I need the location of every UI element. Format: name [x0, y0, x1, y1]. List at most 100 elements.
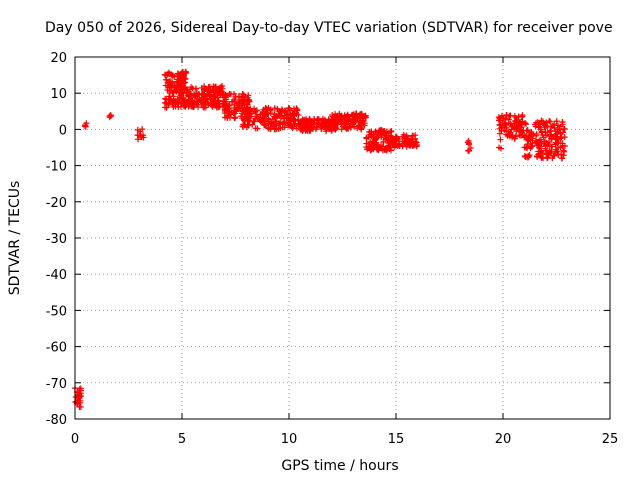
data-point: [561, 134, 568, 141]
data-point: [495, 114, 502, 121]
data-point: [285, 122, 292, 129]
data-point: [332, 111, 339, 118]
data-point: [275, 108, 282, 115]
data-point: [557, 123, 564, 130]
data-point: [543, 123, 550, 130]
data-point: [169, 72, 176, 79]
data-point: [511, 113, 518, 120]
y-tick-label: -10: [46, 160, 67, 175]
data-point: [528, 128, 535, 135]
data-point: [162, 82, 169, 89]
y-tick-label: -50: [46, 304, 67, 319]
data-point: [343, 125, 350, 132]
data-point: [393, 137, 400, 144]
data-point: [546, 147, 553, 154]
data-point: [538, 128, 545, 135]
data-point: [306, 117, 313, 124]
data-point: [292, 117, 299, 124]
data-point: [256, 116, 263, 123]
data-point: [385, 130, 392, 137]
data-point: [543, 142, 550, 149]
data-points: [72, 68, 569, 410]
data-point: [516, 132, 523, 139]
data-point: [523, 121, 530, 128]
data-point: [554, 136, 561, 143]
x-tick-label: 5: [178, 432, 186, 447]
data-point: [188, 94, 195, 101]
data-point: [365, 134, 372, 141]
data-point: [344, 117, 351, 124]
data-point: [357, 113, 364, 120]
data-point: [466, 147, 473, 154]
data-point: [167, 96, 174, 103]
data-point: [326, 117, 333, 124]
data-point: [537, 136, 544, 143]
data-point: [497, 136, 504, 143]
data-point: [140, 134, 147, 141]
y-axis-label: SDTVAR / TECUs: [7, 181, 23, 296]
x-tick-label: 25: [602, 432, 619, 447]
data-point: [229, 98, 236, 105]
data-point: [559, 119, 566, 126]
data-point: [506, 132, 513, 139]
data-point: [175, 81, 182, 88]
data-point: [180, 94, 187, 101]
data-point: [536, 141, 543, 148]
data-point: [217, 90, 224, 97]
data-point: [407, 142, 414, 149]
data-point: [165, 100, 172, 107]
data-point: [251, 108, 258, 115]
data-point: [77, 403, 84, 410]
data-point: [187, 99, 194, 106]
data-point: [345, 118, 352, 125]
y-tick-label: 20: [50, 51, 67, 66]
x-tick-label: 15: [388, 432, 405, 447]
data-point: [76, 386, 83, 393]
data-point: [289, 123, 296, 130]
data-point: [555, 122, 562, 129]
y-tick-label: -60: [46, 341, 67, 356]
grid-lines: [75, 57, 610, 419]
data-point: [542, 122, 549, 129]
data-point: [532, 137, 539, 144]
data-point: [194, 95, 201, 102]
data-point: [399, 138, 406, 145]
axis-ticks: 0 5 10 15 20 25 20 10 0 -10 -20 -30 -40 -50 -60 -70 -80: [46, 51, 619, 447]
data-point: [331, 121, 338, 128]
data-point: [185, 93, 192, 100]
data-point: [261, 117, 268, 124]
data-point: [555, 144, 562, 151]
data-point: [370, 138, 377, 145]
x-tick-label: 10: [281, 432, 298, 447]
data-point: [548, 131, 555, 138]
data-point: [379, 143, 386, 150]
data-point: [201, 83, 208, 90]
data-point: [278, 106, 285, 113]
data-point: [168, 78, 175, 85]
data-point: [364, 146, 371, 153]
data-point: [547, 118, 554, 125]
data-point: [358, 125, 365, 132]
data-point: [200, 92, 207, 99]
data-point: [215, 97, 222, 104]
data-point: [181, 74, 188, 81]
data-point: [333, 125, 340, 132]
data-point: [328, 116, 335, 123]
data-point: [215, 104, 222, 111]
data-point: [290, 105, 297, 112]
data-point: [135, 136, 142, 143]
data-point: [291, 116, 298, 123]
data-point: [208, 102, 215, 109]
data-point: [239, 105, 246, 112]
data-point: [529, 140, 536, 147]
data-point: [368, 132, 375, 139]
data-point: [518, 114, 525, 121]
data-point: [508, 126, 515, 133]
data-point: [285, 104, 292, 111]
data-point: [338, 121, 345, 128]
y-tick-label: 0: [59, 123, 67, 138]
data-point: [170, 97, 177, 104]
y-tick-label: -30: [46, 232, 67, 247]
data-point: [180, 76, 187, 83]
